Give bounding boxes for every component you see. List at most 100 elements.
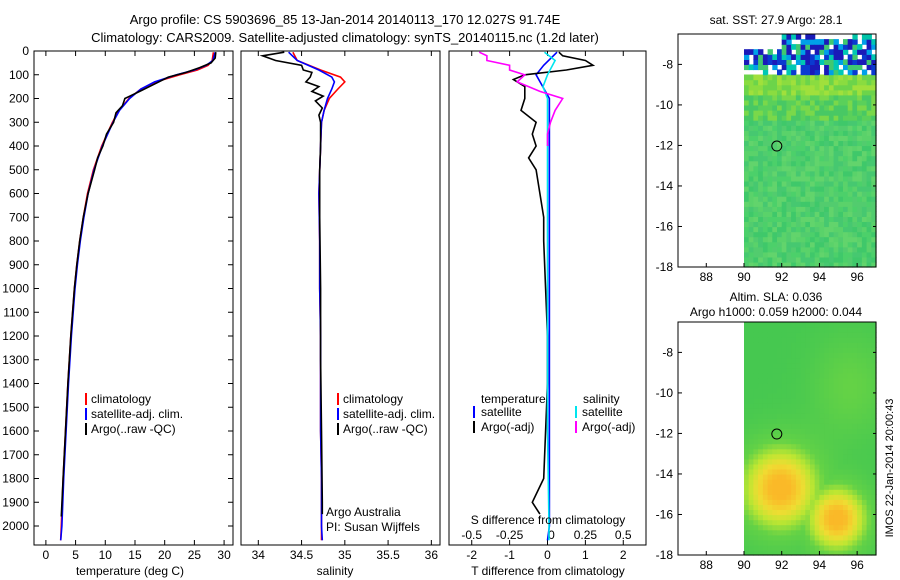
map-cell bbox=[795, 474, 802, 480]
map-cell bbox=[772, 327, 778, 333]
y-tick-label: 1200 bbox=[2, 329, 29, 343]
map-cell bbox=[786, 322, 792, 328]
map-cell bbox=[800, 211, 806, 217]
map-cell bbox=[795, 120, 802, 126]
map-cell bbox=[814, 423, 820, 429]
map-cell bbox=[871, 529, 877, 536]
map-cell bbox=[767, 438, 773, 445]
map-cell bbox=[781, 226, 787, 233]
map-cell bbox=[833, 231, 839, 238]
map-cell bbox=[843, 413, 849, 419]
map-cell bbox=[838, 256, 844, 263]
map-cell bbox=[819, 392, 825, 399]
map-cell bbox=[800, 458, 806, 465]
map-cell bbox=[795, 347, 802, 353]
map-cell bbox=[838, 342, 844, 348]
map-cell bbox=[772, 474, 778, 480]
map-cell bbox=[795, 463, 802, 470]
map-cell bbox=[852, 453, 858, 460]
map-cell bbox=[866, 256, 872, 263]
map-cell bbox=[800, 145, 806, 152]
map-cell bbox=[753, 251, 759, 258]
map-cell bbox=[772, 241, 778, 248]
map-cell bbox=[847, 347, 853, 353]
map-cell bbox=[744, 499, 750, 505]
map-cell bbox=[753, 403, 759, 409]
map-cell bbox=[748, 413, 754, 419]
map-cell bbox=[786, 514, 792, 521]
map-cell bbox=[786, 125, 792, 131]
map-cell bbox=[866, 509, 872, 516]
map-cell bbox=[758, 489, 764, 495]
map-cell bbox=[753, 201, 759, 207]
map-cell bbox=[791, 79, 797, 86]
map-cell bbox=[795, 49, 802, 55]
map-cell bbox=[781, 170, 787, 177]
map-cell bbox=[791, 251, 797, 258]
map-cell bbox=[838, 99, 844, 106]
y-tick-label: 1000 bbox=[2, 282, 29, 296]
map-cell bbox=[810, 39, 816, 45]
map-cell bbox=[847, 544, 853, 551]
map-cell bbox=[762, 84, 769, 91]
map-cell bbox=[795, 504, 802, 510]
map-cell bbox=[810, 211, 816, 217]
map-cell bbox=[866, 64, 872, 71]
map-cell bbox=[866, 539, 872, 546]
map-cell bbox=[795, 468, 802, 475]
map-cell bbox=[781, 84, 787, 91]
map-cell bbox=[777, 534, 783, 541]
map-cell bbox=[795, 367, 802, 374]
map-cell bbox=[767, 382, 773, 389]
profile-line-argo-raw-qc- bbox=[259, 51, 325, 515]
map-cell bbox=[781, 499, 787, 505]
map-cell bbox=[805, 125, 811, 131]
map-cell bbox=[748, 150, 754, 157]
map-cell bbox=[777, 418, 783, 424]
map-cell bbox=[852, 231, 858, 238]
map-cell bbox=[866, 474, 872, 480]
map-cell bbox=[824, 484, 830, 490]
map-cell bbox=[819, 246, 825, 253]
map-cell bbox=[838, 74, 844, 81]
map-cell bbox=[814, 413, 820, 419]
map-cell bbox=[824, 327, 830, 333]
map-cell bbox=[791, 54, 797, 60]
map-cell bbox=[777, 382, 783, 389]
map-cell bbox=[744, 104, 750, 111]
map-cell bbox=[828, 120, 835, 126]
map-cell bbox=[786, 241, 792, 248]
map-cell bbox=[748, 382, 754, 389]
map-cell bbox=[795, 423, 802, 429]
map-cell bbox=[781, 99, 787, 106]
map-cell bbox=[824, 99, 830, 106]
sst-map-frame bbox=[677, 33, 877, 268]
map-cell bbox=[781, 241, 787, 248]
map-cell bbox=[810, 251, 816, 258]
map-cell bbox=[772, 443, 778, 450]
map-cell bbox=[824, 387, 830, 394]
map-cell bbox=[861, 332, 868, 338]
map-cell bbox=[781, 135, 787, 141]
map-cell bbox=[772, 403, 778, 409]
map-cell bbox=[767, 175, 773, 182]
map-cell bbox=[753, 524, 759, 531]
map-cell bbox=[833, 433, 839, 440]
map-cell bbox=[819, 256, 825, 263]
map-cell bbox=[800, 79, 806, 86]
map-cell bbox=[791, 357, 797, 364]
map-cell bbox=[748, 196, 754, 202]
map-cell bbox=[861, 403, 868, 409]
map-cell bbox=[828, 216, 835, 222]
map-cell bbox=[833, 261, 839, 268]
map-cell bbox=[786, 49, 792, 55]
map-cell bbox=[824, 175, 830, 182]
x-tick-label: 0 bbox=[544, 548, 551, 562]
map-cell bbox=[828, 367, 835, 374]
map-cell bbox=[814, 175, 820, 182]
map-cell bbox=[819, 145, 825, 152]
map-cell bbox=[828, 458, 835, 465]
map-cell bbox=[871, 377, 877, 384]
map-cell bbox=[833, 438, 839, 445]
map-cell bbox=[843, 474, 849, 480]
